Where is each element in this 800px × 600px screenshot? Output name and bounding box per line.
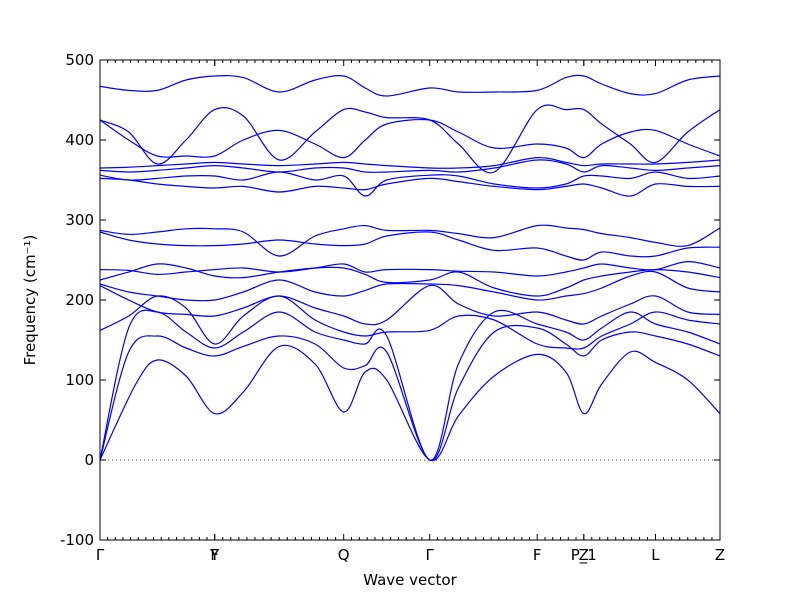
band-line-4 — [99, 295, 721, 350]
band-line-12 — [99, 171, 721, 197]
y-tick-label: 400 — [65, 131, 94, 149]
band-line-13 — [99, 159, 721, 173]
x-axis-title: Wave vector — [363, 571, 457, 589]
x-tick-label: Q — [338, 546, 350, 564]
x-tick-label: Z — [579, 546, 589, 564]
band-line-16 — [99, 104, 721, 174]
band-line-11 — [99, 177, 721, 197]
band-lines — [99, 74, 721, 462]
band-line-6 — [99, 270, 721, 302]
y-tick-label: 200 — [65, 291, 94, 309]
y-tick-label: 300 — [65, 211, 94, 229]
band-line-5 — [99, 284, 721, 326]
band-line-3 — [99, 309, 721, 461]
y-tick-label: 0 — [84, 451, 94, 469]
x-tick-label: Y — [209, 546, 220, 564]
x-tick-label: P_1 — [571, 546, 597, 565]
y-axis-ticks: -100 0 100 200 300 400 500 — [60, 51, 720, 549]
y-tick-label: -100 — [60, 531, 94, 549]
x-tick-label: F — [210, 546, 219, 564]
x-tick-label: F — [533, 546, 542, 564]
band-line-14 — [99, 156, 721, 169]
band-line-9 — [99, 231, 721, 261]
band-line-1 — [99, 344, 721, 462]
x-tick-label: Γ — [96, 546, 105, 564]
band-line-15 — [99, 118, 721, 159]
y-tick-label: 500 — [65, 51, 94, 69]
plot-frame — [99, 59, 721, 541]
band-line-2 — [99, 324, 721, 461]
y-tick-label: 100 — [65, 371, 94, 389]
x-tick-label: Z — [715, 546, 725, 564]
band-line-17 — [99, 74, 721, 97]
x-tick-label: Γ — [426, 546, 435, 564]
band-line-10 — [99, 224, 721, 257]
band-line-7 — [99, 263, 721, 297]
y-axis-title: Frequency (cm⁻¹) — [21, 235, 39, 366]
x-tick-label: L — [651, 546, 660, 564]
band-line-8 — [99, 260, 721, 277]
